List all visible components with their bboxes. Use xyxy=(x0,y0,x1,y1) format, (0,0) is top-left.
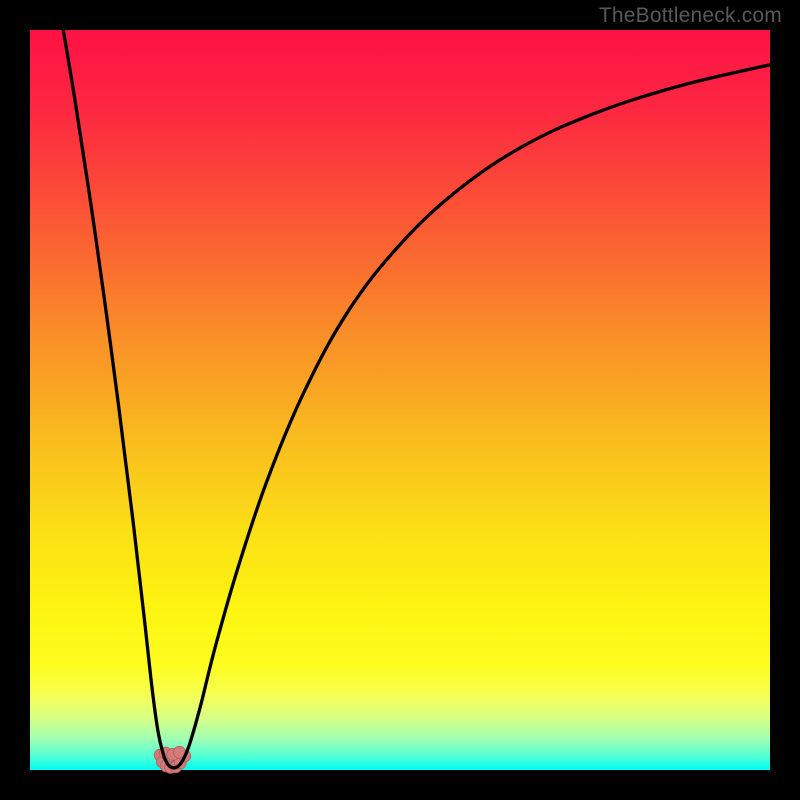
gradient-plot-area xyxy=(30,30,770,770)
chart-container: TheBottleneck.com xyxy=(0,0,800,800)
watermark-text: TheBottleneck.com xyxy=(599,4,782,28)
bottleneck-chart xyxy=(0,0,800,800)
